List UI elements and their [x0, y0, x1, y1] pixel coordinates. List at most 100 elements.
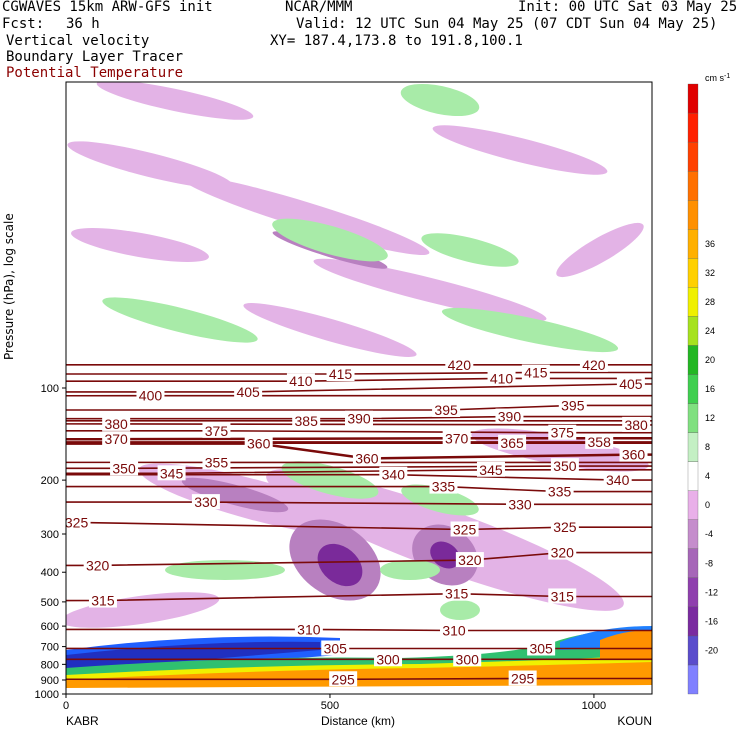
- colorbar-tick-label: 8: [705, 442, 710, 452]
- isentrope-label: 395: [434, 402, 458, 418]
- colorbar-swatch: [687, 112, 699, 143]
- colorbar-tick-label: 4: [705, 471, 710, 481]
- isentrope-label-box: [429, 478, 458, 494]
- isentrope-label-box: [244, 435, 273, 451]
- isentrope-label-box: [619, 446, 648, 462]
- isentrope-line: [66, 501, 652, 506]
- isentrope-label-box: [548, 544, 577, 560]
- isentrope-label: 400: [139, 388, 163, 404]
- field-boundary-layer-tracer: Boundary Layer Tracer: [6, 49, 184, 65]
- colorbar-swatch: [687, 200, 699, 230]
- isentrope-label: 350: [112, 460, 136, 476]
- isentrope-label: 415: [329, 366, 353, 382]
- isentrope-label: 330: [194, 494, 218, 510]
- colorbar-swatch: [687, 287, 699, 317]
- colorbar-tick-label: -12: [705, 587, 718, 597]
- colorbar-swatch: [687, 170, 699, 201]
- isentrope-label-box: [102, 431, 131, 447]
- shaded-fields: 420 420 415 415 410 410 405 405 400 395 395 390 390 3…: [65, 82, 652, 694]
- isentrope-label: 325: [65, 514, 89, 530]
- colorbar-swatch: [687, 635, 699, 666]
- colorbar-swatch: [687, 83, 699, 114]
- y-tick-label: 800: [41, 659, 59, 671]
- isentrope-label-box: [453, 651, 482, 667]
- isentrope-label: 420: [582, 357, 606, 373]
- isentrope-label-box: [136, 387, 165, 403]
- isentrope-label-box: [558, 397, 587, 413]
- colorbar-tick-label: 0: [705, 500, 710, 510]
- init-time: Init: 00 UTC Sat 03 May 25: [518, 0, 738, 15]
- colorbar-swatch: [687, 432, 699, 462]
- colorbar-swatch: [687, 141, 699, 172]
- isentrope-label-box: [202, 454, 231, 470]
- isentrope-label-box: [585, 433, 614, 449]
- y-axis-ticks: 100 200 300 400 500 600 700 800 900 1000: [35, 383, 66, 701]
- colorbar-tick-label: -16: [705, 616, 718, 626]
- isentrope-label-box: [374, 651, 403, 667]
- isentrope-label-box: [102, 415, 131, 431]
- isentrope-label: 395: [561, 397, 585, 413]
- isentrope-line: [66, 377, 652, 383]
- colorbar-swatch: [687, 316, 699, 346]
- isentrope-line: [66, 371, 652, 375]
- isentrope-label-box: [545, 483, 574, 499]
- colorbar-swatch: [687, 519, 699, 549]
- isentrope-label: 410: [490, 370, 514, 386]
- y-tick-label: 200: [41, 475, 59, 487]
- isentrope-line: [66, 485, 652, 493]
- isentrope-label-box: [321, 640, 350, 656]
- isentrope-label: 360: [622, 447, 646, 463]
- fcst-value: 36 h: [66, 16, 100, 32]
- potential-temperature-labels: 420 420 415 415 410 410 405 405 400 395 395 390 390 3…: [65, 356, 651, 687]
- colorbar-swatch: [687, 490, 699, 520]
- isentrope-label-box: [616, 375, 645, 391]
- isentrope-label-box: [442, 585, 471, 601]
- isentrope-line: [66, 404, 652, 411]
- org-title: NCAR/MMM: [285, 0, 353, 15]
- isentrope-label: 315: [551, 588, 575, 604]
- isentrope-label: 300: [456, 651, 480, 667]
- isentrope-label-box: [345, 410, 373, 426]
- colorbar-swatch: [687, 345, 699, 375]
- isentrope-label: 375: [551, 425, 575, 441]
- isentrope-label-box: [603, 472, 632, 488]
- colorbar-swatch: [687, 577, 699, 608]
- isentrope-label-box: [66, 514, 91, 530]
- isentrope-label: 345: [479, 462, 503, 478]
- isentrope-label: 405: [619, 376, 643, 392]
- y-tick-label: 500: [41, 597, 59, 609]
- isentrope-label: 370: [445, 430, 469, 446]
- y-tick-label: 700: [41, 642, 59, 654]
- isentrope-label-box: [157, 465, 186, 481]
- isentrope-label-box: [622, 416, 651, 432]
- model-title: CGWAVES 15km ARW-GFS init: [2, 0, 213, 15]
- y-tick-label: 1000: [35, 689, 59, 701]
- colorbar-swatch: [687, 548, 699, 578]
- isentrope-label-box: [83, 557, 112, 573]
- y-tick-label: 100: [41, 383, 59, 395]
- y-tick-label: 600: [41, 621, 59, 633]
- isentrope-label: 330: [508, 496, 532, 512]
- isentrope-label-box: [352, 450, 381, 466]
- isentrope-label-box: [498, 434, 527, 450]
- isentrope-label: 340: [382, 467, 406, 483]
- isentrope-label: 355: [205, 454, 229, 470]
- colorbar-tick-label: 32: [705, 268, 715, 278]
- x-tick-label: 0: [63, 700, 69, 712]
- colorbar-swatch: [687, 664, 699, 695]
- isentrope-label: 300: [376, 651, 400, 667]
- isentrope-label-box: [476, 461, 505, 477]
- isentrope-label-box: [326, 365, 355, 381]
- isentrope-label: 385: [295, 413, 319, 429]
- colorbar-swatch: [687, 374, 699, 404]
- isentrope-label-box: [521, 364, 550, 380]
- isentrope-label-box: [506, 496, 535, 512]
- isentrope-label: 365: [500, 435, 524, 451]
- colorbar-swatch: [687, 606, 699, 637]
- isentrope-label-box: [445, 356, 474, 372]
- isentrope-label-box: [550, 458, 579, 474]
- isentrope-label-box: [88, 592, 117, 608]
- x-axis-title: Distance (km): [321, 714, 395, 728]
- isentrope-label-box: [579, 356, 608, 372]
- colorbar-tick-label: 16: [705, 384, 715, 394]
